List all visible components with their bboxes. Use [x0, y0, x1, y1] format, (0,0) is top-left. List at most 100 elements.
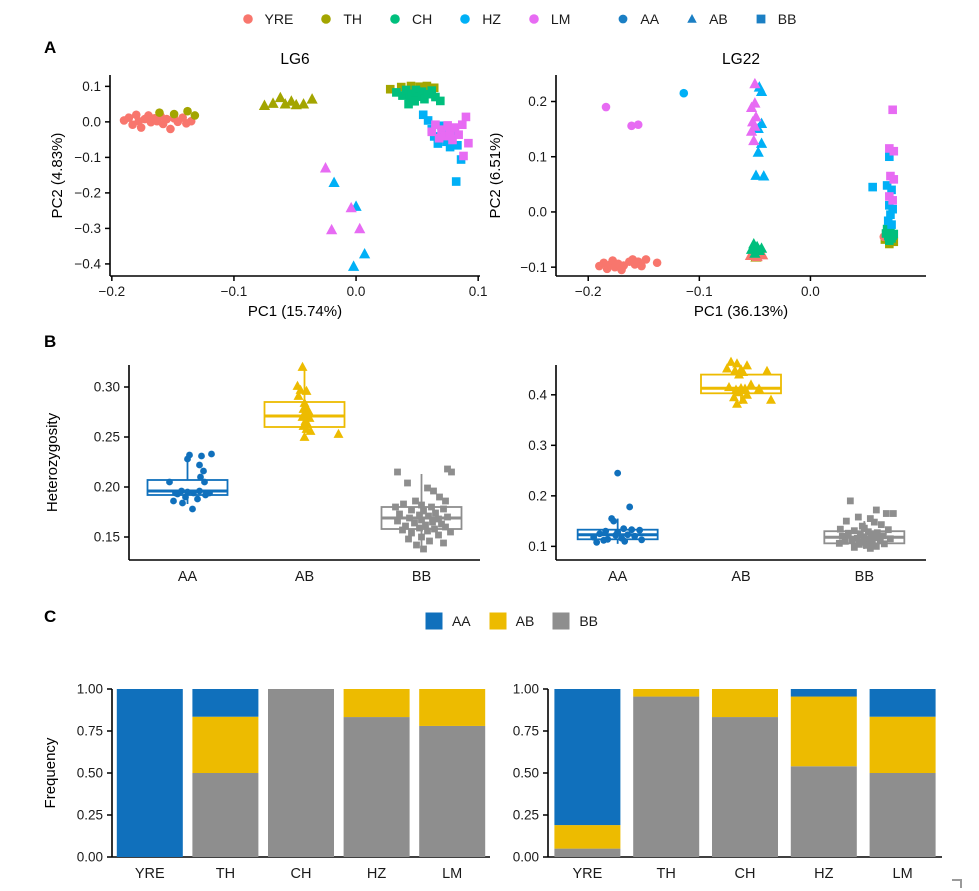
category-label: CH — [735, 866, 756, 882]
point-YRE-AA — [166, 124, 175, 134]
point-HZ-BB — [451, 177, 461, 186]
point-HZ-BB — [887, 185, 896, 195]
jitter-point-AB — [762, 365, 772, 375]
jitter-point-BB — [404, 479, 411, 487]
jitter-point-AA — [196, 461, 203, 469]
category-label: HZ — [367, 866, 386, 882]
legend-label: AB — [515, 613, 535, 629]
legend-marker — [242, 14, 253, 24]
point-LM-BB — [457, 120, 467, 130]
legend-label: CH — [412, 11, 433, 27]
legend-label: AA — [451, 613, 471, 629]
point-TH-BB — [422, 81, 432, 91]
c-legend-item-AA: AA — [425, 612, 471, 630]
bar-HZ-BB — [790, 766, 857, 857]
x-axis-title: PC1 (15.74%) — [248, 303, 342, 320]
y-tick-label: 0.2 — [528, 94, 547, 109]
jitter-point-BB — [886, 535, 894, 543]
bar-YRE-AA — [554, 689, 621, 826]
point-TH-AB — [267, 97, 279, 108]
jitter-point-AA — [638, 536, 646, 544]
jitter-point-BB — [871, 534, 879, 542]
point-HZ-BB — [442, 137, 451, 147]
th-circle-icon — [321, 14, 332, 24]
point-LM-AB — [326, 223, 338, 235]
y-tick-label: 0.4 — [528, 388, 547, 403]
category-label: HZ — [814, 866, 833, 882]
jitter-point-BB — [884, 526, 892, 534]
jitter-point-AA — [636, 526, 644, 534]
point-HZ-AB — [758, 170, 770, 181]
point-HZ-AA — [679, 88, 689, 98]
point-LM-AB — [319, 162, 332, 173]
category-label: TH — [657, 866, 676, 882]
bar-LM-BB — [419, 725, 486, 857]
jitter-point-AB — [722, 363, 732, 373]
jitter-point-BB — [872, 506, 880, 514]
jitter-point-BB — [889, 510, 897, 517]
jitter-point-AA — [631, 532, 639, 540]
point-TH-AB — [258, 99, 271, 110]
jitter-point-BB — [426, 537, 433, 545]
jitter-point-AA — [179, 499, 186, 507]
jitter-point-BB — [418, 533, 425, 541]
jitter-point-AA — [593, 538, 601, 546]
legend-label: LM — [550, 11, 571, 27]
point-LM-BB — [431, 120, 440, 130]
y-tick-label: 0.1 — [528, 539, 547, 554]
y-tick-label: 0.0 — [528, 205, 547, 220]
y-tick-label: 0.50 — [77, 766, 103, 781]
point-YRE-AA — [637, 261, 646, 271]
y-tick-label: 1.00 — [513, 682, 539, 697]
point-HZ-BB — [888, 204, 897, 214]
legend-item-YRE: YRE — [239, 10, 293, 28]
point-LM-BB — [454, 130, 463, 139]
panel-c-label: C — [44, 607, 57, 626]
y-tick-label: −0.3 — [74, 221, 101, 236]
category-label: AB — [731, 569, 750, 585]
point-LM-AB — [745, 125, 758, 136]
jitter-point-AB — [726, 356, 736, 366]
point-HZ-BB — [882, 181, 892, 190]
point-TH-AB — [274, 91, 286, 103]
y-tick-label: −0.2 — [74, 186, 101, 201]
jitter-point-AA — [620, 525, 628, 533]
jitter-point-AA — [197, 473, 204, 481]
bb-square-icon — [756, 14, 766, 24]
y-tick-label: −0.1 — [520, 260, 547, 275]
jitter-point-AB — [729, 392, 739, 402]
point-CH-BB — [420, 94, 429, 104]
category-label: LM — [893, 866, 913, 882]
y-tick-label: 0.00 — [513, 850, 539, 865]
y-tick-label: 0.30 — [94, 380, 120, 395]
jitter-point-BB — [836, 525, 844, 533]
point-LM-BB — [889, 175, 899, 184]
point-LM-BB — [888, 105, 897, 115]
point-LM-AB — [749, 77, 761, 89]
heterozygosity-boxplot-lg22: 0.4 0.3 0.2 0.1 AA AB BB — [528, 356, 926, 585]
legend-label: AB — [709, 11, 728, 27]
jitter-point-BB — [866, 515, 874, 522]
jitter-point-BB — [418, 516, 425, 524]
x-tick-label: 0.0 — [347, 284, 366, 299]
point-CH-BB — [411, 85, 421, 95]
ab-triangle-icon — [687, 13, 697, 23]
panel-a-label: A — [44, 38, 57, 57]
jitter-point-AB — [333, 428, 344, 438]
y-tick-label: 0.00 — [77, 850, 103, 865]
jitter-point-BB — [408, 529, 415, 537]
jitter-point-AA — [170, 497, 177, 505]
jitter-point-BB — [880, 540, 888, 548]
point-LM-AB — [745, 101, 758, 112]
jitter-point-BB — [406, 514, 413, 522]
jitter-point-BB — [841, 537, 849, 545]
jitter-point-BB — [408, 506, 415, 514]
legend-marker — [460, 14, 471, 24]
jitter-point-BB — [396, 510, 403, 518]
bar-HZ-AA — [790, 689, 857, 697]
bar-LM-AA — [869, 689, 936, 717]
legend-label: BB — [579, 613, 599, 629]
jitter-point-BB — [394, 517, 401, 525]
jitter-point-BB — [853, 534, 861, 542]
